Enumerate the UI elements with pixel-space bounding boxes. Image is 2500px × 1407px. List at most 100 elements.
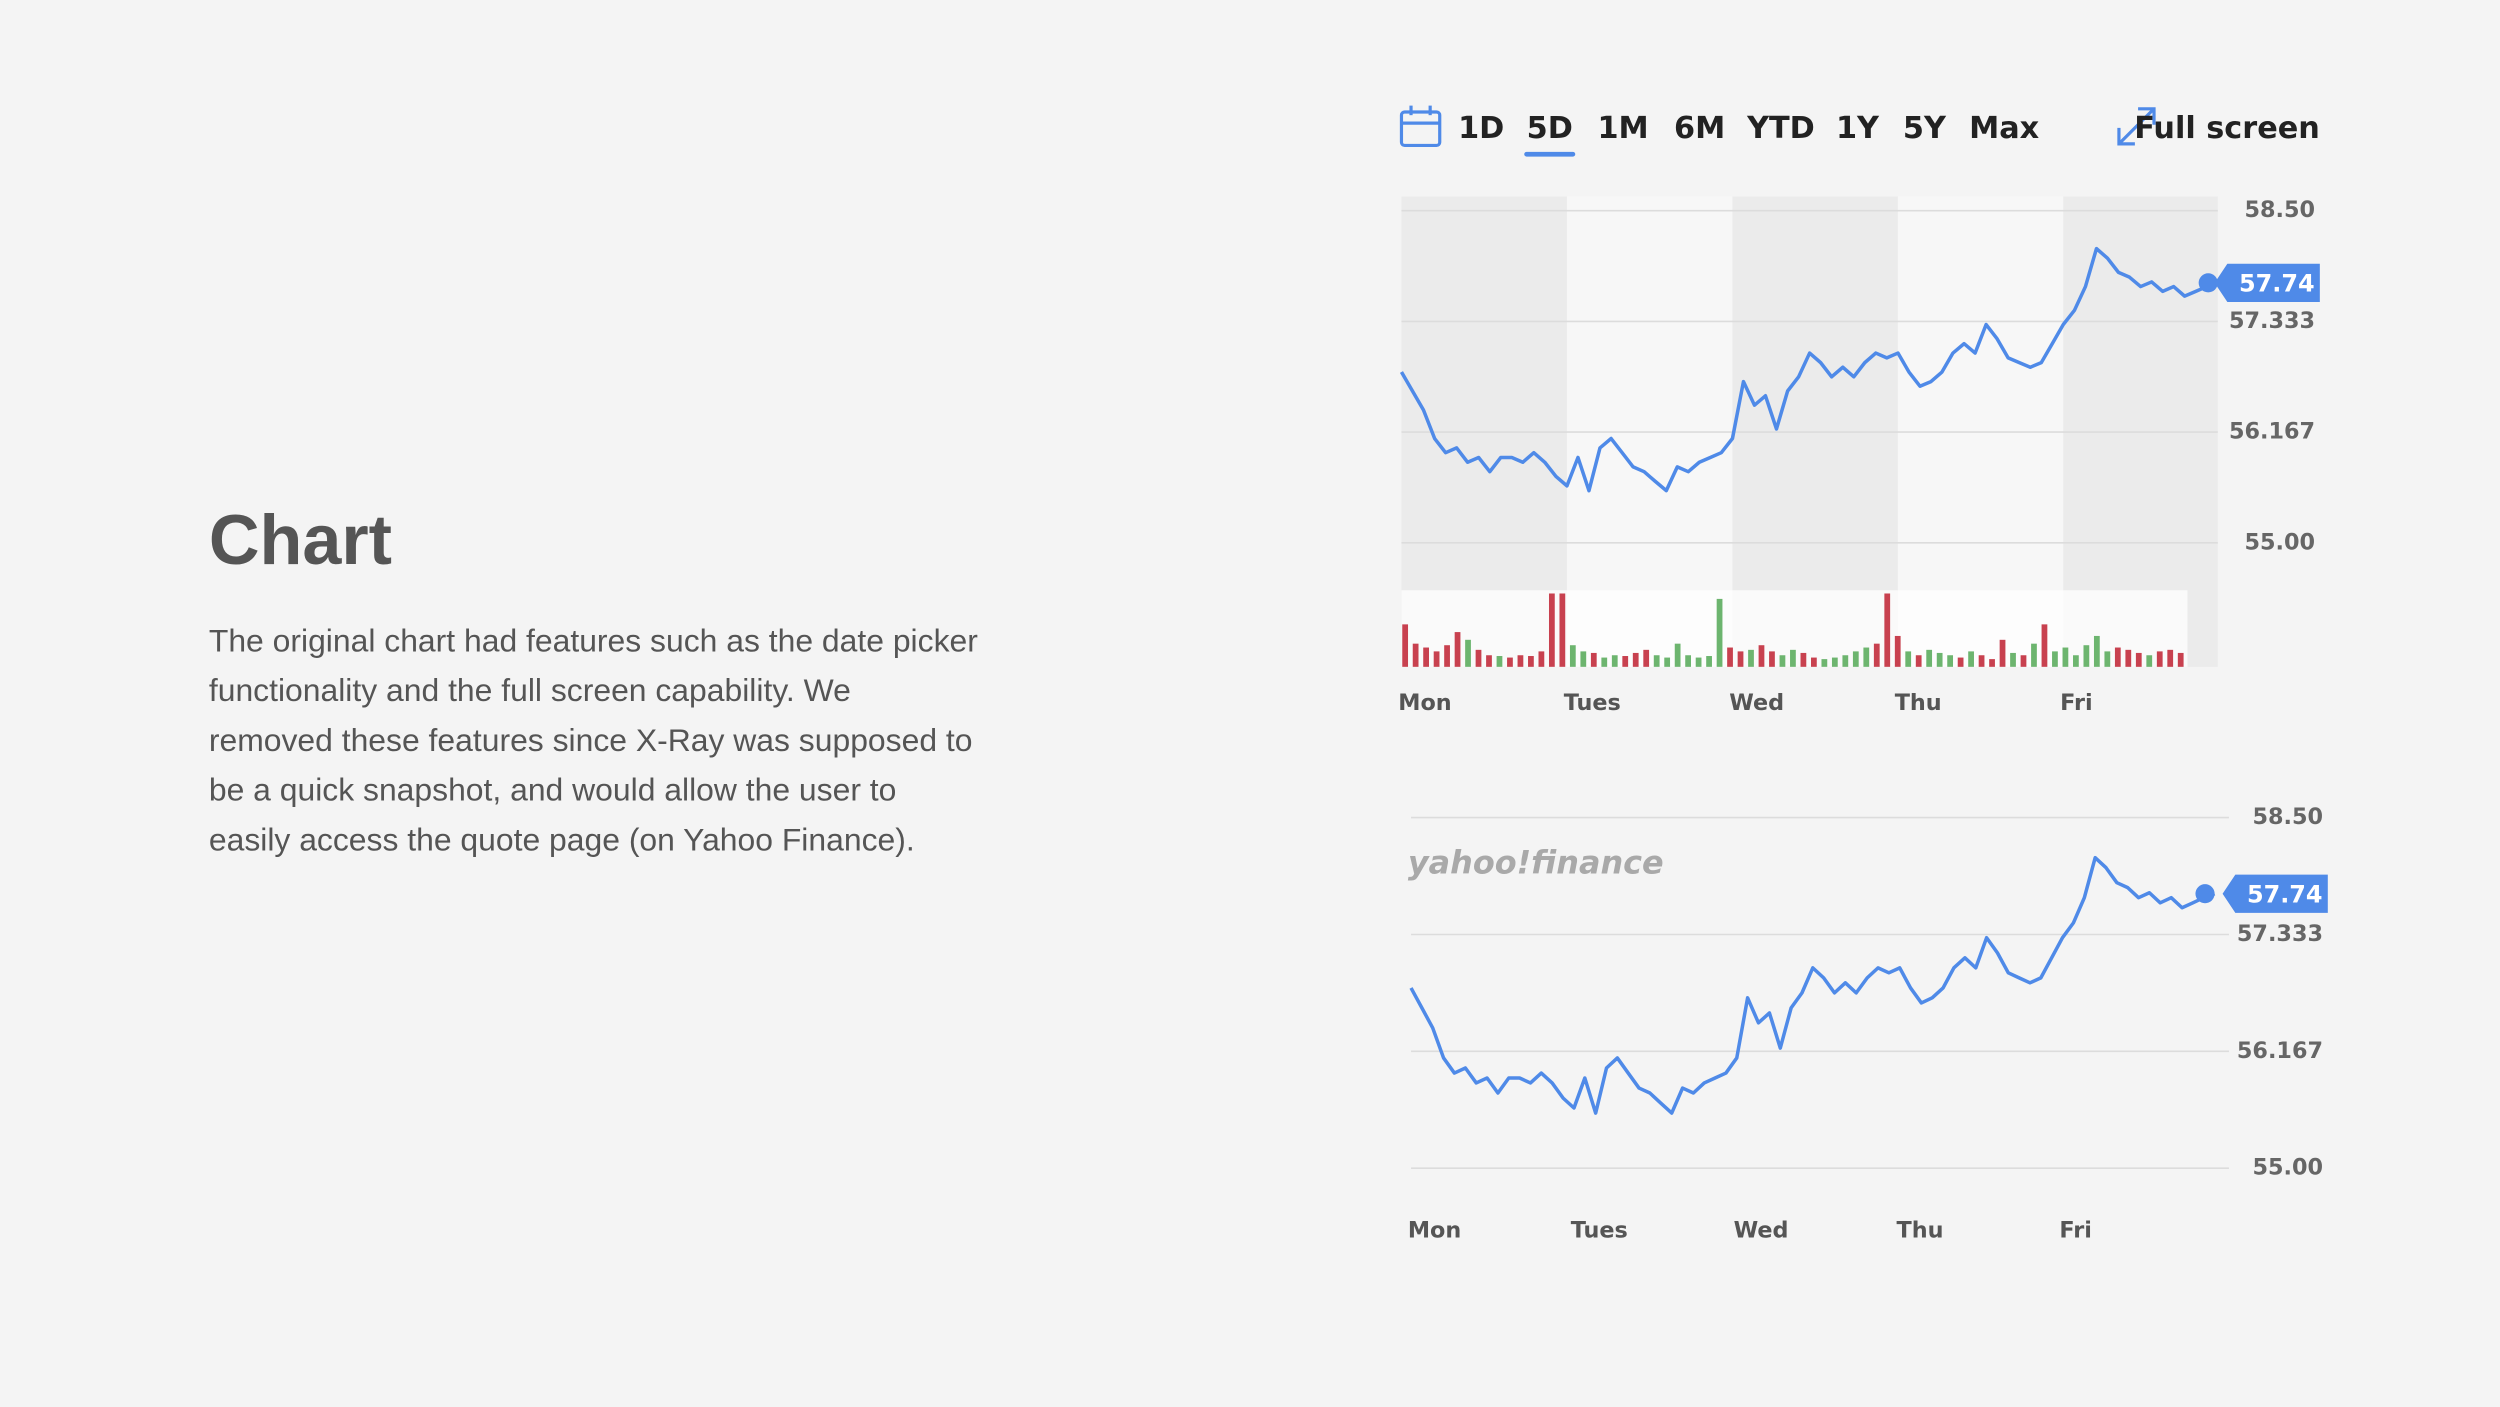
volume-bar xyxy=(1800,652,1807,667)
volume-bar xyxy=(1758,645,1765,667)
last-point xyxy=(2195,884,2215,904)
volume-bar xyxy=(1423,647,1429,667)
fullscreen-icon[interactable] xyxy=(2117,107,2156,146)
price-badge-label: 57.74 xyxy=(2247,880,2323,908)
volume-bar xyxy=(1622,656,1629,667)
price-badge-label: 57.74 xyxy=(2239,269,2315,297)
volume-bar xyxy=(1695,657,1702,667)
y-tick-label: 55.00 xyxy=(2244,529,2315,555)
volume-bar xyxy=(1528,656,1534,667)
x-tick-label: Wed xyxy=(1729,690,1784,716)
volume-bar xyxy=(2156,651,2163,667)
body-line: The original chart had features such as … xyxy=(209,622,978,658)
volume-bar xyxy=(1790,649,1796,667)
fullscreen-button[interactable]: Full screen xyxy=(2134,111,2320,146)
volume-bar xyxy=(1863,647,1870,667)
x-tick-label: Tues xyxy=(1571,1218,1628,1244)
price-badge xyxy=(2222,874,2328,913)
volume-bar xyxy=(1685,655,1692,667)
volume-bar xyxy=(1852,651,1859,667)
volume-bar xyxy=(1811,657,1817,667)
volume-bar xyxy=(1674,643,1681,667)
body-line: functionality and the full screen capabi… xyxy=(209,672,851,708)
x-tick-label: Fri xyxy=(2060,690,2092,716)
volume-bar xyxy=(1475,649,1482,667)
calendar-icon[interactable] xyxy=(1399,105,1442,148)
body-line: easily access the quote page (on Yahoo F… xyxy=(209,821,915,857)
volume-bar xyxy=(1664,657,1671,667)
volume-bar xyxy=(1748,649,1754,667)
volume-bar xyxy=(2146,655,2153,667)
volume-bar xyxy=(2167,649,2174,667)
volume-bar xyxy=(1769,651,1775,667)
volume-bar xyxy=(1842,655,1849,667)
volume-bar xyxy=(1402,624,1409,667)
volume-bar xyxy=(1779,655,1786,667)
volume-bar xyxy=(1821,659,1828,667)
range-button[interactable]: Max xyxy=(1969,111,2040,146)
volume-bar xyxy=(1999,639,2006,667)
volume-bar xyxy=(1465,639,1471,667)
volume-bar xyxy=(1737,651,1744,667)
volume-bar xyxy=(1580,651,1587,667)
volume-bar xyxy=(1496,656,1503,667)
slide-title: Chart xyxy=(209,500,392,579)
volume-bar xyxy=(2114,647,2121,667)
volume-bar xyxy=(1894,635,1901,667)
volume-bar xyxy=(1831,657,1838,667)
volume-bar xyxy=(1559,593,1566,667)
volume-bar xyxy=(1433,651,1440,667)
volume-bar xyxy=(1538,651,1545,667)
volume-bar xyxy=(1412,643,1419,667)
volume-bar xyxy=(1653,655,1660,667)
range-button[interactable]: 1D xyxy=(1458,111,1504,146)
volume-bar xyxy=(1444,645,1450,667)
last-point xyxy=(2198,273,2218,293)
volume-bar xyxy=(1569,645,1576,667)
volume-bar xyxy=(2052,651,2058,667)
range-button[interactable]: 5Y xyxy=(1903,111,1947,146)
volume-bar xyxy=(1905,651,1912,667)
volume-bar xyxy=(1936,652,1943,667)
x-tick-label: Thu xyxy=(1897,1218,1944,1244)
volume-bar xyxy=(2010,652,2016,667)
volume-bar xyxy=(2083,645,2090,667)
y-tick-label: 56.167 xyxy=(2237,1038,2323,1064)
body-line: be a quick snapshot, and would allow the… xyxy=(209,772,897,808)
selected-underline xyxy=(1524,151,1576,157)
volume-bar xyxy=(2062,647,2069,667)
x-tick-label: Tues xyxy=(1564,690,1621,716)
volume-bar xyxy=(1727,647,1733,667)
volume-bar xyxy=(1611,655,1618,667)
volume-bar xyxy=(1507,657,1513,667)
volume-bar xyxy=(1978,655,1985,667)
volume-bar xyxy=(1486,655,1492,667)
volume-bar xyxy=(1643,649,1650,667)
volume-bar xyxy=(1947,655,1954,667)
volume-bar xyxy=(1454,632,1461,667)
volume-bar xyxy=(1601,657,1608,667)
volume-bar xyxy=(1706,656,1712,667)
body-line: removed these features since X-Ray was s… xyxy=(209,722,973,758)
volume-bar xyxy=(2020,655,2027,667)
volume-bar xyxy=(1884,593,1891,667)
volume-bar xyxy=(1590,652,1597,667)
watermark: yahoo!finance xyxy=(1408,844,1664,882)
volume-bar xyxy=(2093,635,2100,667)
range-button[interactable]: 6M xyxy=(1674,111,1725,146)
range-button[interactable]: 1Y xyxy=(1836,111,1880,146)
range-button[interactable]: YTD xyxy=(1746,111,1815,146)
volume-bar xyxy=(1517,655,1524,667)
volume-bar xyxy=(2125,649,2132,667)
price-line xyxy=(1399,246,2219,493)
y-tick-label: 57.333 xyxy=(2237,921,2323,947)
volume-bar xyxy=(2177,652,2184,667)
volume-bar xyxy=(1873,643,1880,667)
range-button[interactable]: 5D xyxy=(1527,111,1573,146)
x-tick-label: Mon xyxy=(1408,1218,1461,1244)
range-button[interactable]: 1M xyxy=(1597,111,1648,146)
y-tick-label: 58.50 xyxy=(2244,197,2315,223)
y-tick-label: 56.167 xyxy=(2229,419,2315,445)
price-line xyxy=(1409,855,2216,1115)
